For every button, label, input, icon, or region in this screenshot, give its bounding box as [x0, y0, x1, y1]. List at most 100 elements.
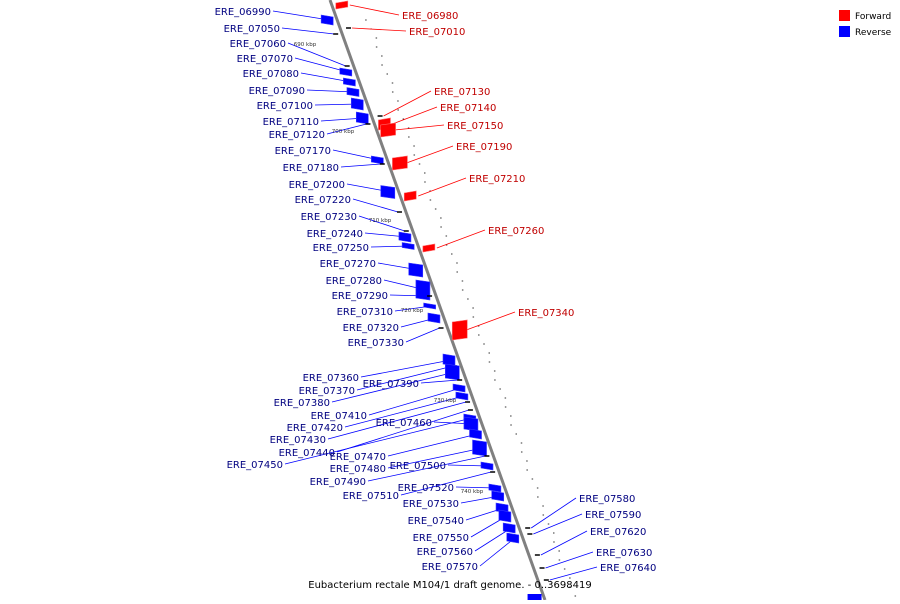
reverse-gene-block[interactable] — [502, 522, 516, 534]
label-leader — [281, 27, 335, 35]
gene-label[interactable]: ERE_07530 — [403, 499, 459, 510]
reverse-gene-block[interactable] — [444, 363, 460, 381]
gene-label[interactable]: ERE_07470 — [330, 452, 386, 463]
gene-label[interactable]: ERE_07220 — [295, 195, 351, 206]
gene-label[interactable]: ERE_07630 — [596, 548, 652, 559]
gene-label[interactable]: ERE_07590 — [585, 510, 641, 521]
reverse-gene-block[interactable] — [343, 77, 356, 87]
label-leader — [272, 10, 330, 21]
gene-label[interactable]: ERE_07570 — [422, 562, 478, 573]
gene-label[interactable]: ERE_07240 — [307, 229, 363, 240]
gene-label[interactable]: ERE_07150 — [447, 121, 503, 132]
gene-label[interactable]: ERE_07460 — [376, 418, 432, 429]
gene-label[interactable]: ERE_06990 — [215, 7, 271, 18]
gene-label[interactable]: ERE_07340 — [518, 308, 574, 319]
gene-label[interactable]: ERE_07250 — [313, 243, 369, 254]
gene-label[interactable]: ERE_07280 — [326, 276, 382, 287]
forward-gene-block[interactable] — [422, 243, 436, 253]
gene-label[interactable]: ERE_07260 — [488, 226, 544, 237]
forward-gene-block[interactable] — [392, 155, 408, 171]
reverse-gene-block[interactable] — [527, 594, 542, 600]
gene-label[interactable]: ERE_07540 — [408, 516, 464, 527]
gene-label[interactable]: ERE_07440 — [279, 448, 335, 459]
gene-label[interactable]: ERE_07510 — [343, 491, 399, 502]
reverse-gene-block[interactable] — [408, 262, 424, 278]
reverse-gene-block[interactable] — [488, 483, 502, 493]
reverse-gene-block[interactable] — [350, 97, 364, 111]
gene-label[interactable]: ERE_07490 — [310, 477, 366, 488]
reverse-gene-block[interactable] — [506, 532, 520, 544]
gene-label[interactable]: ERE_07560 — [417, 547, 473, 558]
gene-label[interactable]: ERE_07090 — [249, 86, 305, 97]
gene-label[interactable]: ERE_07060 — [230, 39, 286, 50]
gene-label[interactable]: ERE_07080 — [243, 69, 299, 80]
gene-label[interactable]: ERE_07320 — [343, 323, 399, 334]
reverse-gene-block[interactable] — [452, 383, 466, 393]
gene-label[interactable]: ERE_07070 — [237, 54, 293, 65]
gene-label[interactable]: ERE_07180 — [283, 163, 339, 174]
gene-label[interactable]: ERE_07360 — [303, 373, 359, 384]
gene-label[interactable]: ERE_07550 — [413, 533, 469, 544]
reverse-gene-block[interactable] — [491, 490, 505, 502]
label-leader-lines — [272, 4, 598, 581]
reverse-gene-block[interactable] — [480, 461, 494, 471]
gene-label[interactable]: ERE_07270 — [320, 259, 376, 270]
gene-label[interactable]: ERE_07500 — [390, 461, 446, 472]
label-leader — [394, 124, 445, 131]
gene-label[interactable]: ERE_07330 — [348, 338, 404, 349]
gene-label[interactable]: ERE_07230 — [301, 212, 357, 223]
reverse-gene-block[interactable] — [427, 312, 441, 324]
gene-label[interactable]: ERE_07130 — [434, 87, 490, 98]
gene-label[interactable]: ERE_07310 — [337, 307, 393, 318]
gene-label[interactable]: ERE_07170 — [275, 146, 331, 157]
gene-label[interactable]: ERE_07430 — [270, 435, 326, 446]
gene-label[interactable]: ERE_07480 — [330, 464, 386, 475]
gene-label[interactable]: ERE_07100 — [257, 101, 313, 112]
gene-label[interactable]: ERE_07640 — [600, 563, 656, 574]
reverse-gene-block[interactable] — [415, 279, 431, 301]
gene-label[interactable]: ERE_07390 — [363, 379, 419, 390]
gene-label[interactable]: ERE_07380 — [274, 398, 330, 409]
label-leader — [284, 417, 472, 465]
gene-label[interactable]: ERE_07200 — [289, 180, 345, 191]
gene-label[interactable]: ERE_07190 — [456, 142, 512, 153]
gene-label[interactable]: ERE_07290 — [332, 291, 388, 302]
gene-label[interactable]: ERE_07140 — [440, 103, 496, 114]
reverse-gene-block[interactable] — [320, 14, 334, 26]
forward-gene-block[interactable] — [403, 190, 417, 202]
reverse-gene-block[interactable] — [469, 428, 482, 440]
reverse-gene-block[interactable] — [442, 353, 456, 367]
reverse-gene-block[interactable] — [498, 509, 512, 523]
gene-label[interactable]: ERE_07110 — [263, 117, 319, 128]
reverse-gene-block[interactable] — [423, 302, 436, 310]
reverse-gene-block[interactable] — [371, 155, 384, 165]
reverse-gene-block[interactable] — [455, 391, 469, 401]
gene-label[interactable]: ERE_07620 — [590, 527, 646, 538]
label-leader — [300, 72, 352, 83]
reverse-gene-block[interactable] — [472, 439, 487, 457]
gene-label[interactable]: ERE_07210 — [469, 174, 525, 185]
reverse-gene-block[interactable] — [355, 111, 369, 125]
gene-label[interactable]: ERE_06980 — [402, 11, 458, 22]
gene-label[interactable]: ERE_07050 — [224, 24, 280, 35]
gene-label[interactable]: ERE_07580 — [579, 494, 635, 505]
reverse-gene-block[interactable] — [346, 87, 360, 97]
gene-label[interactable]: ERE_07410 — [311, 411, 367, 422]
reverse-gene-block[interactable] — [401, 242, 415, 250]
forward-gene-block[interactable] — [335, 0, 349, 10]
reverse-gene-block[interactable] — [398, 231, 412, 243]
gene-label[interactable]: ERE_07010 — [409, 27, 465, 38]
label-leader — [474, 527, 512, 552]
reverse-gene-block[interactable] — [339, 67, 353, 77]
gene-label[interactable]: ERE_07120 — [269, 130, 325, 141]
gene-label[interactable]: ERE_07520 — [398, 483, 454, 494]
forward-gene-block[interactable] — [451, 319, 468, 341]
gene-label[interactable]: ERE_07370 — [299, 386, 355, 397]
forward-gene-block[interactable] — [380, 122, 396, 138]
label-leader — [356, 365, 454, 391]
reverse-gene-block[interactable] — [380, 185, 396, 199]
reverse-gene-block[interactable] — [463, 416, 479, 432]
gene-label[interactable]: ERE_07420 — [287, 423, 343, 434]
gene-label[interactable]: ERE_07450 — [227, 460, 283, 471]
